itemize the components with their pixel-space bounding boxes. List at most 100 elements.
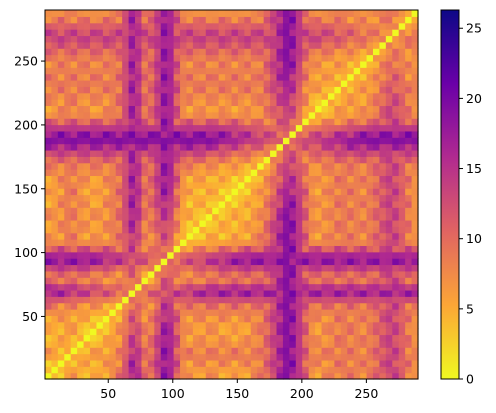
heatmap-cell — [315, 162, 323, 170]
heatmap-cell — [199, 239, 207, 246]
heatmap-cell — [167, 181, 175, 189]
heatmap-cell — [282, 188, 290, 196]
heatmap-cell — [340, 111, 348, 119]
heatmap-cell — [109, 22, 117, 30]
heatmap-cell — [231, 67, 239, 75]
heatmap-cell — [398, 48, 406, 56]
heatmap-cell — [90, 73, 98, 81]
heatmap-cell — [302, 10, 310, 17]
heatmap-cell — [347, 258, 355, 266]
heatmap-cell — [70, 169, 78, 177]
heatmap-cell — [398, 162, 406, 170]
heatmap-cell — [199, 86, 207, 94]
heatmap-cell — [231, 258, 239, 266]
heatmap-cell — [289, 200, 297, 208]
heatmap-cell — [128, 321, 136, 329]
heatmap-cell — [205, 54, 213, 62]
heatmap-cell — [173, 283, 181, 291]
heatmap-cell — [64, 67, 72, 75]
heatmap-cell — [173, 207, 181, 215]
heatmap-cell — [173, 334, 181, 342]
heatmap-cell — [154, 200, 162, 208]
heatmap-cell — [334, 194, 342, 202]
heatmap-cell — [57, 22, 65, 30]
colorbar-tick-label: 0 — [466, 372, 474, 387]
heatmap-cell — [295, 181, 303, 189]
heatmap-cell — [308, 194, 316, 202]
heatmap-cell — [372, 359, 381, 367]
heatmap-cell — [212, 143, 220, 151]
heatmap-cell — [45, 10, 53, 17]
heatmap-cell — [244, 366, 252, 374]
heatmap-cell — [392, 328, 400, 336]
heatmap-cell — [411, 188, 419, 196]
heatmap-cell — [51, 213, 59, 221]
heatmap-cell — [115, 283, 123, 291]
heatmap-cell — [347, 207, 355, 215]
heatmap-cell — [128, 149, 136, 157]
heatmap-cell — [147, 251, 155, 259]
heatmap-cell — [244, 239, 252, 246]
heatmap-cell — [411, 219, 419, 227]
heatmap-cell — [302, 105, 310, 113]
heatmap-cell — [225, 359, 233, 367]
heatmap-cell — [57, 162, 65, 170]
heatmap-cell — [366, 99, 374, 107]
heatmap-cell — [366, 213, 374, 221]
heatmap-cell — [308, 67, 316, 75]
heatmap-cell — [263, 188, 271, 196]
heatmap-cell — [180, 321, 188, 329]
heatmap-cell — [295, 162, 303, 170]
heatmap-cell — [212, 149, 220, 157]
heatmap-cell — [122, 124, 130, 132]
heatmap-cell — [372, 207, 381, 215]
heatmap-cell — [218, 359, 226, 367]
heatmap-cell — [360, 149, 368, 157]
heatmap-cell — [250, 143, 258, 151]
heatmap-cell — [141, 16, 149, 24]
heatmap-cell — [186, 219, 194, 227]
heatmap-cell — [257, 289, 265, 297]
heatmap-cell — [360, 143, 368, 151]
heatmap-cell — [45, 296, 53, 304]
heatmap-cell — [237, 35, 245, 43]
heatmap-cell — [270, 149, 278, 157]
heatmap-cell — [122, 99, 130, 107]
heatmap-cell — [257, 270, 265, 278]
heatmap-cell — [173, 366, 181, 374]
heatmap-cell — [405, 41, 413, 49]
heatmap-cell — [327, 99, 335, 107]
heatmap-cell — [244, 149, 252, 157]
heatmap-cell — [212, 156, 220, 164]
heatmap-cell — [302, 232, 310, 240]
heatmap-cell — [411, 41, 419, 49]
heatmap-cell — [225, 105, 233, 113]
heatmap-cell — [102, 169, 110, 177]
heatmap-cell — [385, 232, 393, 240]
heatmap-cell — [385, 111, 393, 119]
heatmap-cell — [360, 79, 368, 87]
heatmap-cell — [385, 264, 393, 272]
heatmap-cell — [244, 79, 252, 87]
heatmap-cell — [366, 162, 374, 170]
heatmap-cell — [405, 181, 413, 189]
heatmap-cell — [289, 277, 297, 285]
heatmap-cell — [405, 372, 413, 380]
heatmap-cell — [135, 48, 143, 56]
heatmap-cell — [379, 194, 387, 202]
heatmap-cell — [192, 130, 200, 138]
heatmap-cell — [173, 289, 181, 297]
heatmap-cell — [276, 353, 284, 361]
heatmap-cell — [173, 251, 181, 259]
heatmap-cell — [231, 48, 239, 56]
heatmap-cell — [128, 270, 136, 278]
heatmap-cell — [405, 347, 413, 355]
heatmap-cell — [45, 73, 53, 81]
heatmap-cell — [141, 245, 149, 253]
heatmap-cell — [321, 200, 329, 208]
heatmap-cell — [327, 232, 335, 240]
heatmap-cell — [392, 41, 400, 49]
heatmap-cell — [147, 60, 155, 68]
heatmap-cell — [270, 347, 278, 355]
heatmap-cell — [257, 124, 265, 132]
